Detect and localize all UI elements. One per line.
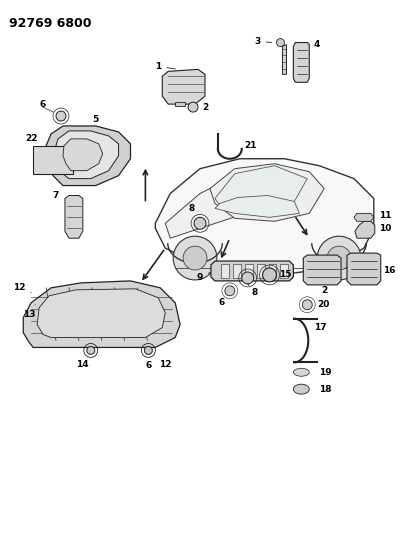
Circle shape bbox=[188, 102, 198, 112]
Circle shape bbox=[302, 300, 312, 310]
Polygon shape bbox=[293, 43, 309, 82]
Circle shape bbox=[276, 38, 284, 46]
Text: 8: 8 bbox=[189, 204, 200, 217]
Text: 8: 8 bbox=[248, 284, 258, 297]
Text: 5: 5 bbox=[93, 115, 99, 124]
Text: 16: 16 bbox=[383, 266, 395, 276]
Circle shape bbox=[263, 268, 276, 282]
FancyBboxPatch shape bbox=[245, 264, 252, 278]
Text: 11: 11 bbox=[379, 211, 391, 220]
Polygon shape bbox=[347, 253, 381, 285]
FancyBboxPatch shape bbox=[257, 264, 265, 278]
Ellipse shape bbox=[293, 384, 309, 394]
Text: 10: 10 bbox=[379, 224, 391, 233]
FancyBboxPatch shape bbox=[269, 264, 276, 278]
Text: 12: 12 bbox=[13, 284, 31, 293]
Polygon shape bbox=[282, 45, 286, 74]
Text: 6: 6 bbox=[219, 298, 225, 307]
Polygon shape bbox=[63, 139, 103, 171]
Polygon shape bbox=[215, 196, 299, 217]
Text: 20: 20 bbox=[317, 300, 330, 309]
FancyBboxPatch shape bbox=[33, 146, 73, 174]
Text: 2: 2 bbox=[202, 103, 208, 111]
Text: 3: 3 bbox=[255, 37, 272, 46]
Text: 2: 2 bbox=[321, 286, 327, 295]
Text: 17: 17 bbox=[314, 323, 327, 332]
FancyBboxPatch shape bbox=[280, 264, 288, 278]
Circle shape bbox=[225, 286, 235, 296]
Text: 14: 14 bbox=[76, 360, 89, 369]
Polygon shape bbox=[65, 196, 83, 238]
Text: 7: 7 bbox=[53, 191, 59, 200]
Text: 12: 12 bbox=[159, 360, 172, 369]
Circle shape bbox=[183, 246, 207, 270]
Polygon shape bbox=[215, 166, 307, 212]
Polygon shape bbox=[162, 69, 205, 104]
Polygon shape bbox=[155, 159, 374, 275]
Text: 6: 6 bbox=[145, 361, 152, 370]
FancyBboxPatch shape bbox=[221, 264, 229, 278]
Polygon shape bbox=[354, 213, 374, 221]
Text: 6: 6 bbox=[40, 100, 46, 109]
Circle shape bbox=[173, 236, 217, 280]
Circle shape bbox=[242, 272, 254, 284]
Polygon shape bbox=[175, 102, 185, 106]
Polygon shape bbox=[303, 255, 341, 285]
Circle shape bbox=[87, 346, 95, 354]
Polygon shape bbox=[210, 164, 324, 221]
Text: 19: 19 bbox=[319, 368, 332, 377]
Text: 18: 18 bbox=[319, 385, 332, 394]
Text: 1: 1 bbox=[155, 62, 175, 71]
Polygon shape bbox=[355, 221, 375, 238]
Polygon shape bbox=[46, 126, 130, 185]
Polygon shape bbox=[37, 289, 165, 337]
Text: 13: 13 bbox=[23, 305, 36, 319]
Ellipse shape bbox=[293, 368, 309, 376]
Text: 15: 15 bbox=[280, 270, 292, 279]
Circle shape bbox=[327, 246, 351, 270]
Circle shape bbox=[317, 236, 361, 280]
Text: 22: 22 bbox=[25, 134, 38, 143]
Circle shape bbox=[56, 111, 66, 121]
Polygon shape bbox=[211, 261, 293, 281]
Polygon shape bbox=[23, 281, 180, 348]
Circle shape bbox=[194, 217, 206, 229]
Circle shape bbox=[144, 346, 152, 354]
Text: 4: 4 bbox=[313, 40, 320, 49]
Text: 21: 21 bbox=[245, 141, 257, 150]
Polygon shape bbox=[55, 131, 119, 179]
Text: 92769 6800: 92769 6800 bbox=[9, 17, 92, 30]
Polygon shape bbox=[165, 174, 260, 238]
FancyBboxPatch shape bbox=[233, 264, 241, 278]
Text: 9: 9 bbox=[197, 272, 210, 282]
